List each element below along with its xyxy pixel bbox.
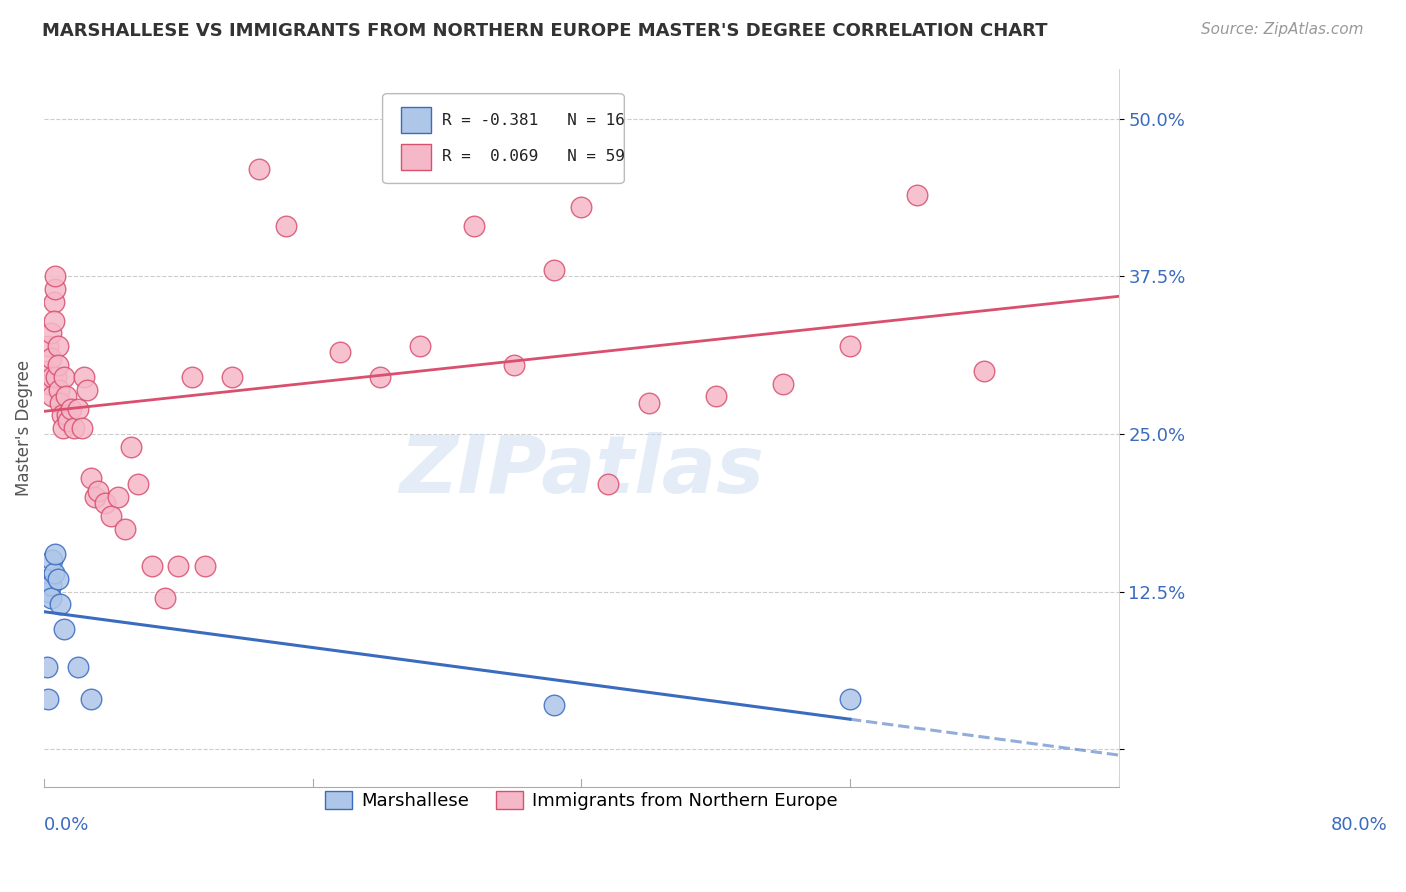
Point: [59, 401, 82, 416]
Point: [46, 339, 69, 353]
Text: 0.0%: 0.0%: [44, 815, 90, 834]
Point: [598, 477, 620, 491]
Point: [114, 522, 136, 536]
Point: [39, 578, 62, 592]
Point: [409, 339, 432, 353]
Point: [905, 187, 928, 202]
Point: [368, 370, 391, 384]
Point: [55, 389, 77, 403]
Point: [37, 691, 59, 706]
Point: [39, 351, 62, 366]
Point: [46, 572, 69, 586]
Point: [329, 345, 352, 359]
Text: 80.0%: 80.0%: [1330, 815, 1388, 834]
Point: [503, 358, 526, 372]
Legend: Marshallese, Immigrants from Northern Europe: Marshallese, Immigrants from Northern Eu…: [318, 784, 845, 817]
Point: [37, 339, 59, 353]
Point: [35, 660, 58, 674]
Point: [35, 364, 58, 378]
Point: [120, 440, 142, 454]
Point: [839, 691, 862, 706]
Point: [46, 358, 69, 372]
Y-axis label: Master's Degree: Master's Degree: [15, 359, 32, 496]
Point: [41, 389, 63, 403]
Point: [49, 597, 72, 611]
Point: [66, 401, 89, 416]
Point: [41, 370, 63, 384]
Point: [39, 326, 62, 341]
Text: R = -0.381   N = 16: R = -0.381 N = 16: [441, 113, 624, 128]
Point: [973, 364, 995, 378]
Point: [44, 282, 66, 296]
Point: [49, 395, 72, 409]
Point: [66, 660, 89, 674]
Point: [53, 370, 76, 384]
Point: [53, 623, 76, 637]
Bar: [401, 107, 430, 133]
Point: [637, 395, 659, 409]
Point: [45, 370, 67, 384]
Point: [44, 269, 66, 284]
Point: [38, 376, 60, 391]
Point: [704, 389, 727, 403]
Point: [274, 219, 297, 233]
Point: [48, 383, 70, 397]
Point: [44, 547, 66, 561]
Point: [153, 591, 176, 605]
Point: [76, 383, 98, 397]
Point: [463, 219, 485, 233]
Point: [38, 572, 60, 586]
Point: [39, 591, 62, 605]
Point: [569, 200, 592, 214]
Point: [93, 496, 115, 510]
Point: [41, 553, 63, 567]
Point: [56, 408, 79, 422]
Point: [70, 421, 93, 435]
Point: [38, 584, 60, 599]
Text: ZIPatlas: ZIPatlas: [399, 432, 763, 510]
Point: [42, 313, 65, 327]
Point: [107, 490, 129, 504]
Point: [58, 414, 80, 428]
Point: [180, 370, 202, 384]
Point: [84, 490, 107, 504]
Point: [80, 691, 103, 706]
Point: [51, 408, 73, 422]
Point: [87, 483, 110, 498]
Point: [772, 376, 794, 391]
Point: [42, 566, 65, 580]
Point: [247, 162, 270, 177]
Bar: [401, 144, 430, 169]
Point: [543, 698, 565, 712]
Text: Source: ZipAtlas.com: Source: ZipAtlas.com: [1201, 22, 1364, 37]
Point: [100, 508, 122, 523]
Point: [839, 339, 862, 353]
Text: MARSHALLESE VS IMMIGRANTS FROM NORTHERN EUROPE MASTER'S DEGREE CORRELATION CHART: MARSHALLESE VS IMMIGRANTS FROM NORTHERN …: [42, 22, 1047, 40]
Point: [73, 370, 96, 384]
FancyBboxPatch shape: [382, 94, 624, 184]
Point: [127, 477, 149, 491]
Point: [80, 471, 103, 485]
Point: [194, 559, 217, 574]
Point: [543, 263, 565, 277]
Point: [167, 559, 190, 574]
Point: [42, 294, 65, 309]
Point: [221, 370, 243, 384]
Point: [62, 421, 84, 435]
Point: [141, 559, 163, 574]
Text: R =  0.069   N = 59: R = 0.069 N = 59: [441, 149, 624, 164]
Point: [52, 421, 75, 435]
